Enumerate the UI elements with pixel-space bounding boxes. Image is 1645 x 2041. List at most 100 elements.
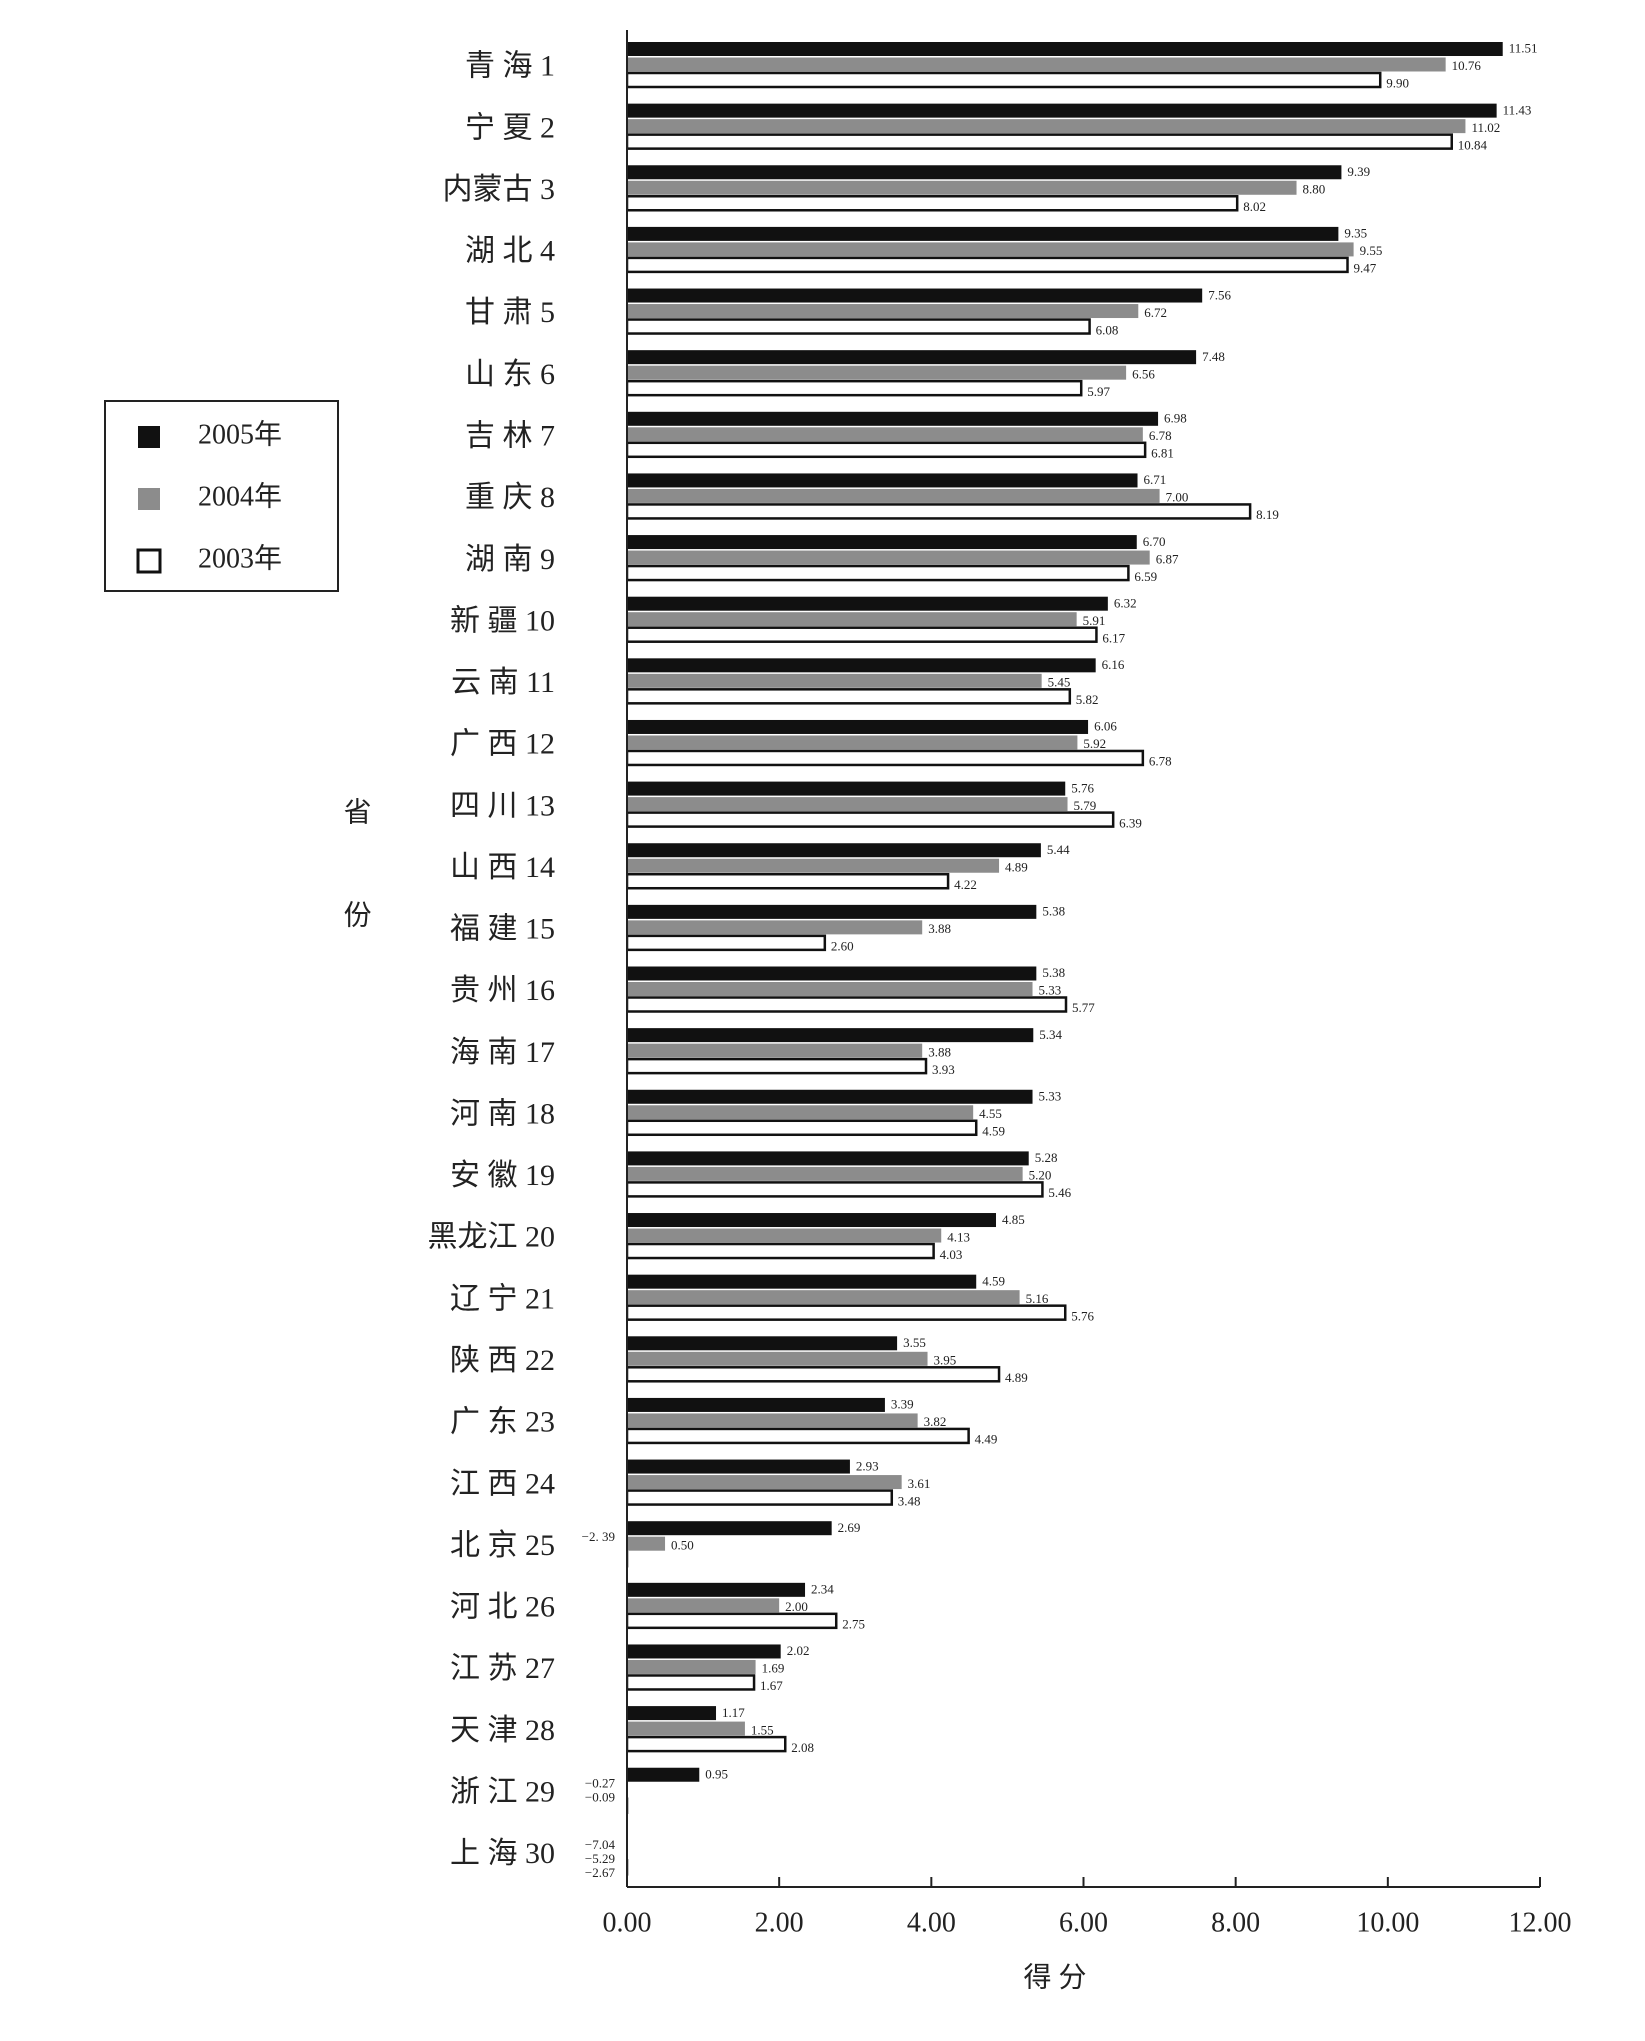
bar xyxy=(627,626,1098,643)
bar xyxy=(627,71,1382,89)
value-label: 6.71 xyxy=(1144,472,1167,487)
value-label: 4.59 xyxy=(982,1273,1005,1288)
bar xyxy=(627,1459,850,1474)
value-label: 2.34 xyxy=(811,1582,834,1597)
category-label: 内蒙古 3 xyxy=(443,173,556,206)
bar xyxy=(627,42,1503,56)
value-label: 4.13 xyxy=(947,1229,970,1244)
value-label: 2.02 xyxy=(787,1643,810,1658)
value-label: 5.28 xyxy=(1035,1150,1058,1165)
value-label: 5.46 xyxy=(1048,1185,1071,1200)
value-label: −2. 39 xyxy=(582,1529,615,1544)
bar xyxy=(627,1242,935,1260)
bar xyxy=(627,797,1068,812)
bar xyxy=(627,550,1150,565)
value-label: 5.38 xyxy=(1042,904,1065,919)
value-label: 2.75 xyxy=(842,1617,865,1632)
bar xyxy=(627,488,1160,503)
bar xyxy=(627,441,1147,459)
bar xyxy=(627,966,1037,981)
value-label: 5.76 xyxy=(1071,1308,1094,1323)
value-label: 5.33 xyxy=(1039,1089,1062,1104)
value-label: 1.69 xyxy=(762,1661,785,1676)
category-label: 黑龙江 20 xyxy=(428,1221,556,1254)
value-label: 3.48 xyxy=(898,1493,921,1508)
bar xyxy=(627,658,1096,673)
value-label: 6.87 xyxy=(1156,551,1179,566)
value-label: 6.39 xyxy=(1119,815,1142,830)
value-label: 6.78 xyxy=(1149,428,1172,443)
value-label: 2.08 xyxy=(791,1740,814,1755)
category-label: 河 南 18 xyxy=(450,1097,555,1130)
category-label: 北 京 25 xyxy=(450,1529,555,1562)
bar xyxy=(627,1213,997,1228)
bar xyxy=(627,1644,781,1659)
bar xyxy=(627,379,1083,397)
bar xyxy=(627,1105,974,1120)
bar xyxy=(627,1028,1034,1043)
category-label: 湖 南 9 xyxy=(465,543,555,576)
category-label: 重 庆 8 xyxy=(465,481,555,514)
category-label: 湖 北 4 xyxy=(465,235,555,268)
category-label: 陕 西 22 xyxy=(450,1344,555,1377)
bar xyxy=(627,288,1203,303)
value-label: 5.34 xyxy=(1039,1027,1062,1042)
value-label: 6.98 xyxy=(1164,411,1187,426)
bar xyxy=(627,1397,885,1412)
value-label: 7.00 xyxy=(1166,490,1189,505)
x-tick-label: 6.00 xyxy=(1059,1907,1108,1938)
bar xyxy=(627,1290,1020,1305)
bar xyxy=(627,1413,918,1428)
value-label: 0.95 xyxy=(705,1766,728,1781)
value-label: 5.97 xyxy=(1087,384,1110,399)
value-label: 5.77 xyxy=(1072,1000,1095,1015)
value-label: 5.33 xyxy=(1039,983,1062,998)
value-label: 5.82 xyxy=(1076,692,1099,707)
bar xyxy=(627,1166,1023,1181)
category-label: 广 西 12 xyxy=(450,728,555,761)
bar xyxy=(627,612,1077,627)
value-label: 5.76 xyxy=(1071,780,1094,795)
bar xyxy=(627,411,1159,426)
bar xyxy=(627,180,1297,195)
value-label: 10.76 xyxy=(1452,58,1482,73)
x-tick-label: 0.00 xyxy=(603,1907,652,1938)
bar xyxy=(627,226,1339,241)
bar xyxy=(627,673,1042,688)
bar xyxy=(627,688,1072,705)
category-label: 浙 江 29 xyxy=(450,1775,555,1808)
x-tick-label: 12.00 xyxy=(1509,1907,1572,1938)
value-label: 5.16 xyxy=(1026,1291,1049,1306)
value-label: 8.80 xyxy=(1303,182,1326,197)
category-label: 新 疆 10 xyxy=(450,604,555,637)
bar xyxy=(627,1706,717,1721)
value-label: 3.93 xyxy=(932,1062,955,1077)
value-label: 2.00 xyxy=(785,1599,808,1614)
bar xyxy=(627,1475,902,1490)
bar xyxy=(627,318,1091,335)
value-label: 4.89 xyxy=(1005,1370,1028,1385)
category-label: 广 东 23 xyxy=(450,1406,555,1439)
category-label: 青 海 1 xyxy=(465,50,555,83)
bar xyxy=(627,1489,894,1506)
bar xyxy=(627,350,1197,365)
value-label: −0.27 xyxy=(585,1776,616,1791)
bar xyxy=(627,535,1137,550)
value-label: 3.39 xyxy=(891,1397,914,1412)
x-tick-label: 8.00 xyxy=(1211,1907,1260,1938)
bar xyxy=(627,719,1089,734)
bar xyxy=(627,133,1453,150)
value-label: 11.02 xyxy=(1471,120,1500,135)
category-label: 辽 宁 21 xyxy=(450,1282,555,1315)
x-tick-label: 10.00 xyxy=(1356,1907,1419,1938)
bar xyxy=(627,1612,838,1630)
bar xyxy=(627,843,1041,858)
bar xyxy=(627,1521,832,1536)
bar xyxy=(627,165,1342,180)
value-label: 6.08 xyxy=(1096,322,1119,337)
bar xyxy=(627,1119,978,1137)
bar xyxy=(627,1336,898,1351)
category-label: 宁 夏 2 xyxy=(465,111,555,144)
value-label: −0.09 xyxy=(585,1790,615,1805)
